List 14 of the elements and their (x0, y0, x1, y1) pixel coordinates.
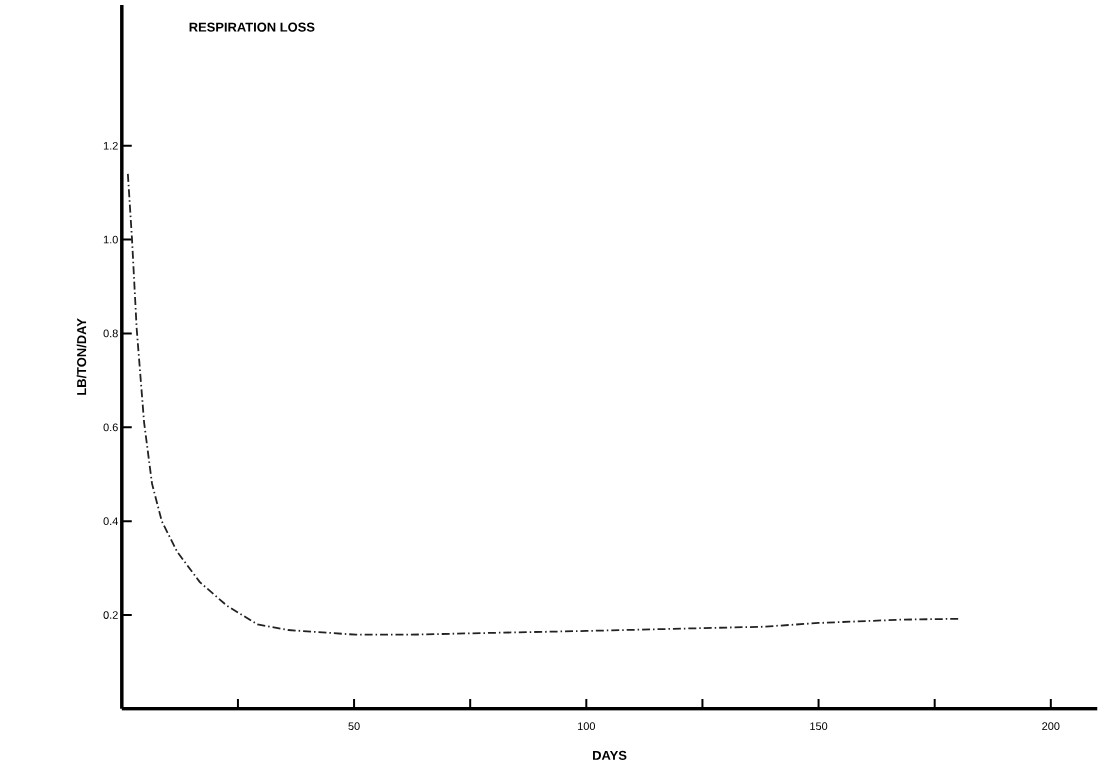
line-series (126, 173, 961, 636)
y-axis-title: LB/TON/DAY (76, 318, 87, 395)
y-tick-label: 0.4 (103, 517, 118, 526)
y-tick-label: 1.0 (103, 235, 118, 244)
x-tick-label: 100 (578, 722, 595, 731)
y-tick-label: 0.8 (103, 329, 118, 338)
x-tick-label: 50 (348, 722, 360, 731)
y-tick-label: 0.6 (103, 423, 118, 432)
text: RESPIRATION LOSS (189, 22, 315, 32)
y-tick-label: 1.2 (103, 142, 118, 150)
x-tick-label: 200 (1042, 722, 1060, 731)
x-tick-label: 150 (810, 722, 828, 731)
y-tick-label: 0.2 (103, 611, 118, 619)
x-axis-title: DAYS (593, 750, 627, 761)
